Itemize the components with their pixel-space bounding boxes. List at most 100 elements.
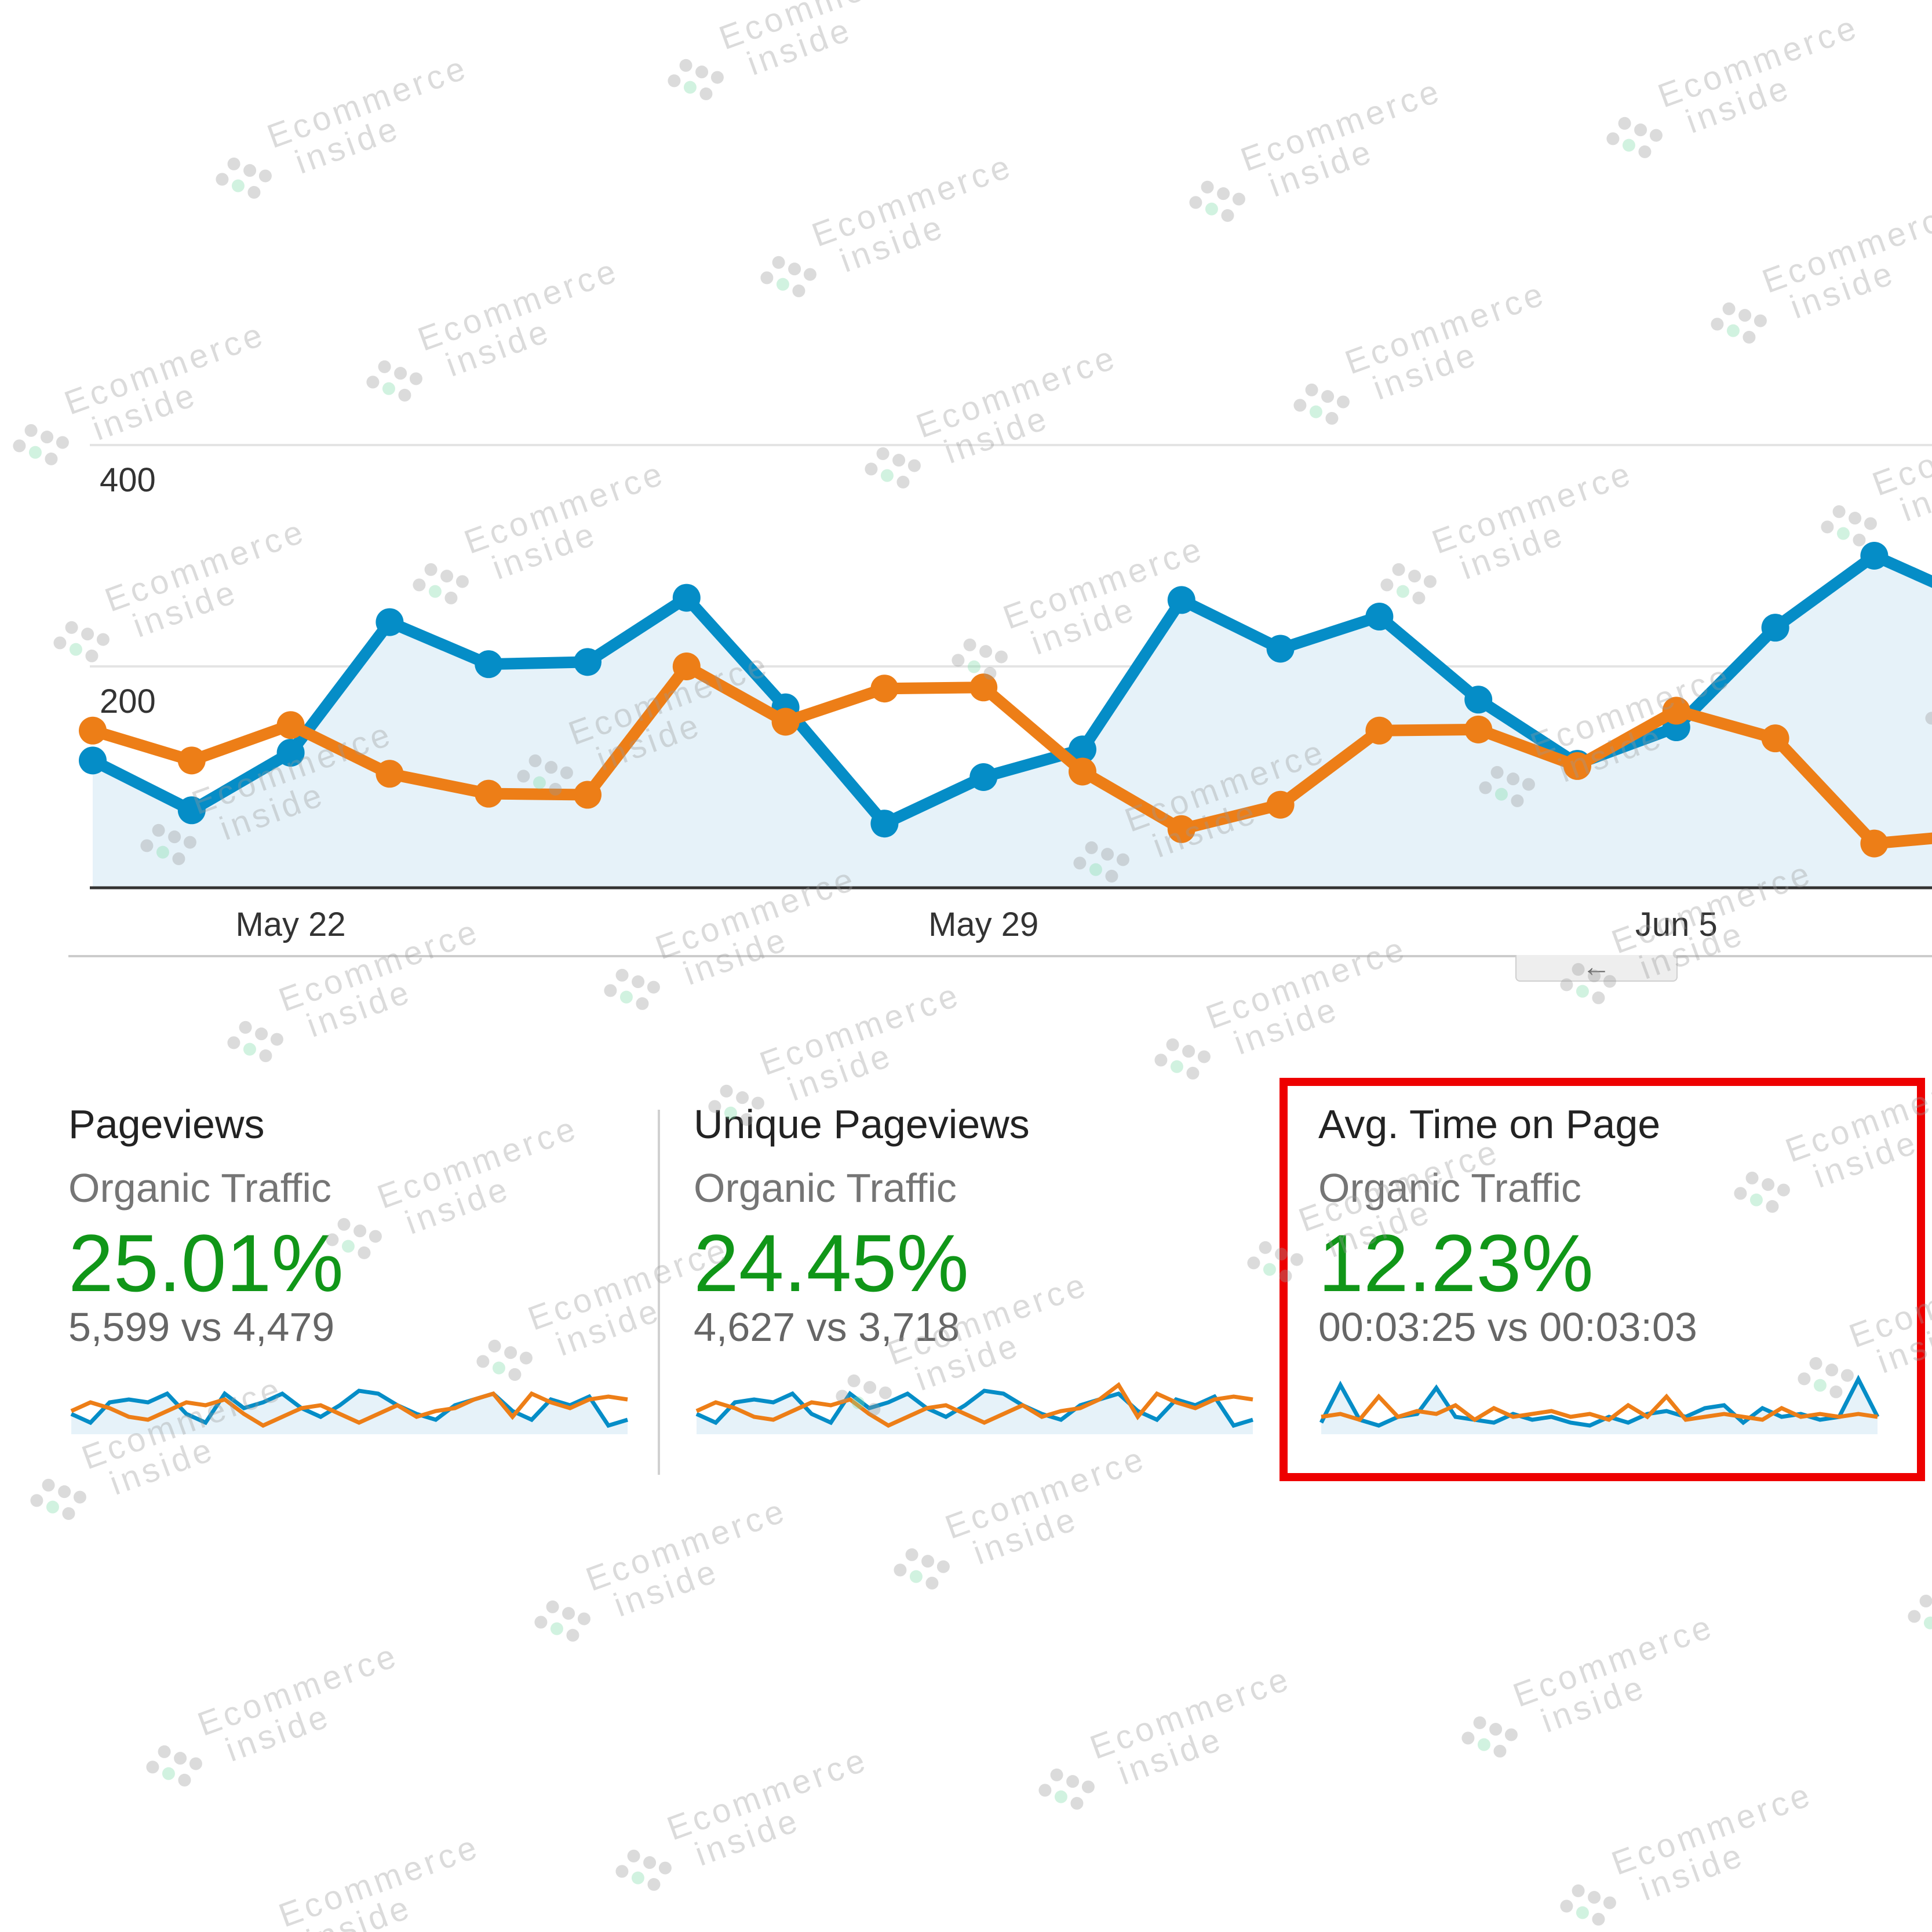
svg-text:inside: inside xyxy=(1635,1836,1749,1908)
series-line-orange xyxy=(91,661,1932,850)
sparkline-blue xyxy=(695,1388,1254,1428)
chart-scroll-handle[interactable]: ← xyxy=(1515,952,1678,982)
data-point[interactable] xyxy=(771,708,800,736)
svg-text:inside: inside xyxy=(1229,990,1344,1062)
metric-change: 25.01% xyxy=(68,1217,344,1308)
series-line-blue xyxy=(90,550,1932,830)
data-point[interactable] xyxy=(1761,724,1789,753)
data-point[interactable] xyxy=(276,711,305,739)
data-point[interactable] xyxy=(79,746,107,775)
y-tick-label: 200 xyxy=(100,683,156,720)
data-point[interactable] xyxy=(1069,735,1096,764)
data-point[interactable] xyxy=(1563,752,1591,780)
data-point[interactable] xyxy=(1365,603,1394,631)
data-point[interactable] xyxy=(1069,757,1096,786)
svg-text:Ecommerce: Ecommerce xyxy=(1085,1659,1296,1766)
x-tick-label: May 29 xyxy=(928,906,1038,943)
data-point[interactable] xyxy=(177,796,206,825)
sparkline-blue xyxy=(1319,1375,1880,1428)
sparkline xyxy=(695,1381,1254,1434)
data-point[interactable] xyxy=(870,675,899,703)
svg-text:Ecommerce: Ecommerce xyxy=(274,1827,485,1932)
highlight-box xyxy=(1280,1078,1925,1481)
data-point[interactable] xyxy=(376,608,404,636)
metric-segment: Organic Traffic xyxy=(1318,1165,1581,1211)
data-point[interactable] xyxy=(1761,614,1789,642)
sparkline-blue xyxy=(70,1388,629,1428)
data-point[interactable] xyxy=(376,760,404,788)
svg-text:inside: inside xyxy=(1536,1668,1651,1740)
data-point[interactable] xyxy=(1266,790,1295,819)
sparkline-orange xyxy=(70,1391,628,1428)
data-point[interactable] xyxy=(1662,697,1690,725)
data-point[interactable] xyxy=(870,810,899,838)
svg-text:Ecommerce: Ecommerce xyxy=(581,1491,792,1598)
sparkline xyxy=(1319,1375,1880,1434)
data-point[interactable] xyxy=(969,673,998,702)
data-point[interactable] xyxy=(969,763,998,791)
main-line-chart: 400 200 May 22 May 29 Jun 5 xyxy=(68,444,1932,957)
svg-text:inside: inside xyxy=(302,1888,417,1932)
metric-title: Pageviews xyxy=(68,1102,265,1147)
data-point[interactable] xyxy=(1167,815,1195,843)
svg-text:Ecommerce: Ecommerce xyxy=(662,1740,873,1847)
data-point[interactable] xyxy=(475,779,503,808)
data-point[interactable] xyxy=(1464,715,1493,743)
metric-segment: Organic Traffic xyxy=(694,1165,957,1211)
data-point[interactable] xyxy=(1167,586,1195,614)
data-point[interactable] xyxy=(177,746,206,775)
arrow-left-icon: ← xyxy=(1582,950,1611,983)
svg-text:Ecommerce: Ecommerce xyxy=(1508,1607,1719,1714)
svg-text:Ecommerce: Ecommerce xyxy=(1607,1775,1818,1882)
data-point[interactable] xyxy=(475,650,503,679)
y-tick-label: 400 xyxy=(100,461,156,499)
data-point[interactable] xyxy=(574,781,602,809)
metric-card-unique-pageviews[interactable]: Unique Pageviews Organic Traffic 24.45% … xyxy=(694,1101,1273,1472)
metric-card-pageviews[interactable]: Pageviews Organic Traffic 25.01% 5,599 v… xyxy=(68,1101,648,1472)
data-point[interactable] xyxy=(1266,635,1295,663)
metric-title: Avg. Time on Page xyxy=(1318,1102,1661,1147)
metric-change: 24.45% xyxy=(694,1217,969,1308)
data-point[interactable] xyxy=(1860,542,1889,570)
sparkline-orange xyxy=(695,1381,1253,1428)
data-point[interactable] xyxy=(276,738,305,767)
svg-text:inside: inside xyxy=(783,1036,898,1109)
svg-text:inside: inside xyxy=(1113,1720,1228,1792)
data-point[interactable] xyxy=(672,652,701,680)
svg-text:inside: inside xyxy=(690,1801,805,1873)
data-point[interactable] xyxy=(79,716,107,745)
metric-title: Unique Pageviews xyxy=(694,1102,1030,1147)
data-point[interactable] xyxy=(672,584,701,612)
metric-compare: 4,627 vs 3,718 xyxy=(694,1304,960,1350)
x-tick-label: May 22 xyxy=(235,906,345,943)
svg-text:Ecommerce: Ecommerce xyxy=(193,1636,404,1743)
data-point[interactable] xyxy=(1464,686,1493,714)
svg-text:inside: inside xyxy=(609,1552,724,1624)
data-point[interactable] xyxy=(1860,829,1889,858)
x-tick-label: Jun 5 xyxy=(1635,906,1718,943)
metric-change: 12.23% xyxy=(1318,1217,1594,1308)
sparkline-area xyxy=(697,1391,1253,1434)
series-area-fill xyxy=(93,556,1932,888)
metric-card-avg-time-on-page[interactable]: Avg. Time on Page Organic Traffic 12.23%… xyxy=(1318,1101,1898,1472)
data-point[interactable] xyxy=(574,648,602,676)
metric-segment: Organic Traffic xyxy=(68,1165,331,1211)
card-divider xyxy=(658,1110,660,1475)
svg-text:Ecommerce: Ecommerce xyxy=(755,975,966,1082)
data-point[interactable] xyxy=(1365,716,1394,745)
sparkline-orange xyxy=(1321,1393,1878,1423)
metric-compare: 00:03:25 vs 00:03:03 xyxy=(1318,1304,1697,1350)
sparkline xyxy=(70,1388,629,1434)
sparkline-area xyxy=(71,1391,628,1434)
svg-text:inside: inside xyxy=(968,1500,1083,1572)
svg-text:inside: inside xyxy=(221,1697,336,1769)
metric-compare: 5,599 vs 4,479 xyxy=(68,1304,335,1350)
